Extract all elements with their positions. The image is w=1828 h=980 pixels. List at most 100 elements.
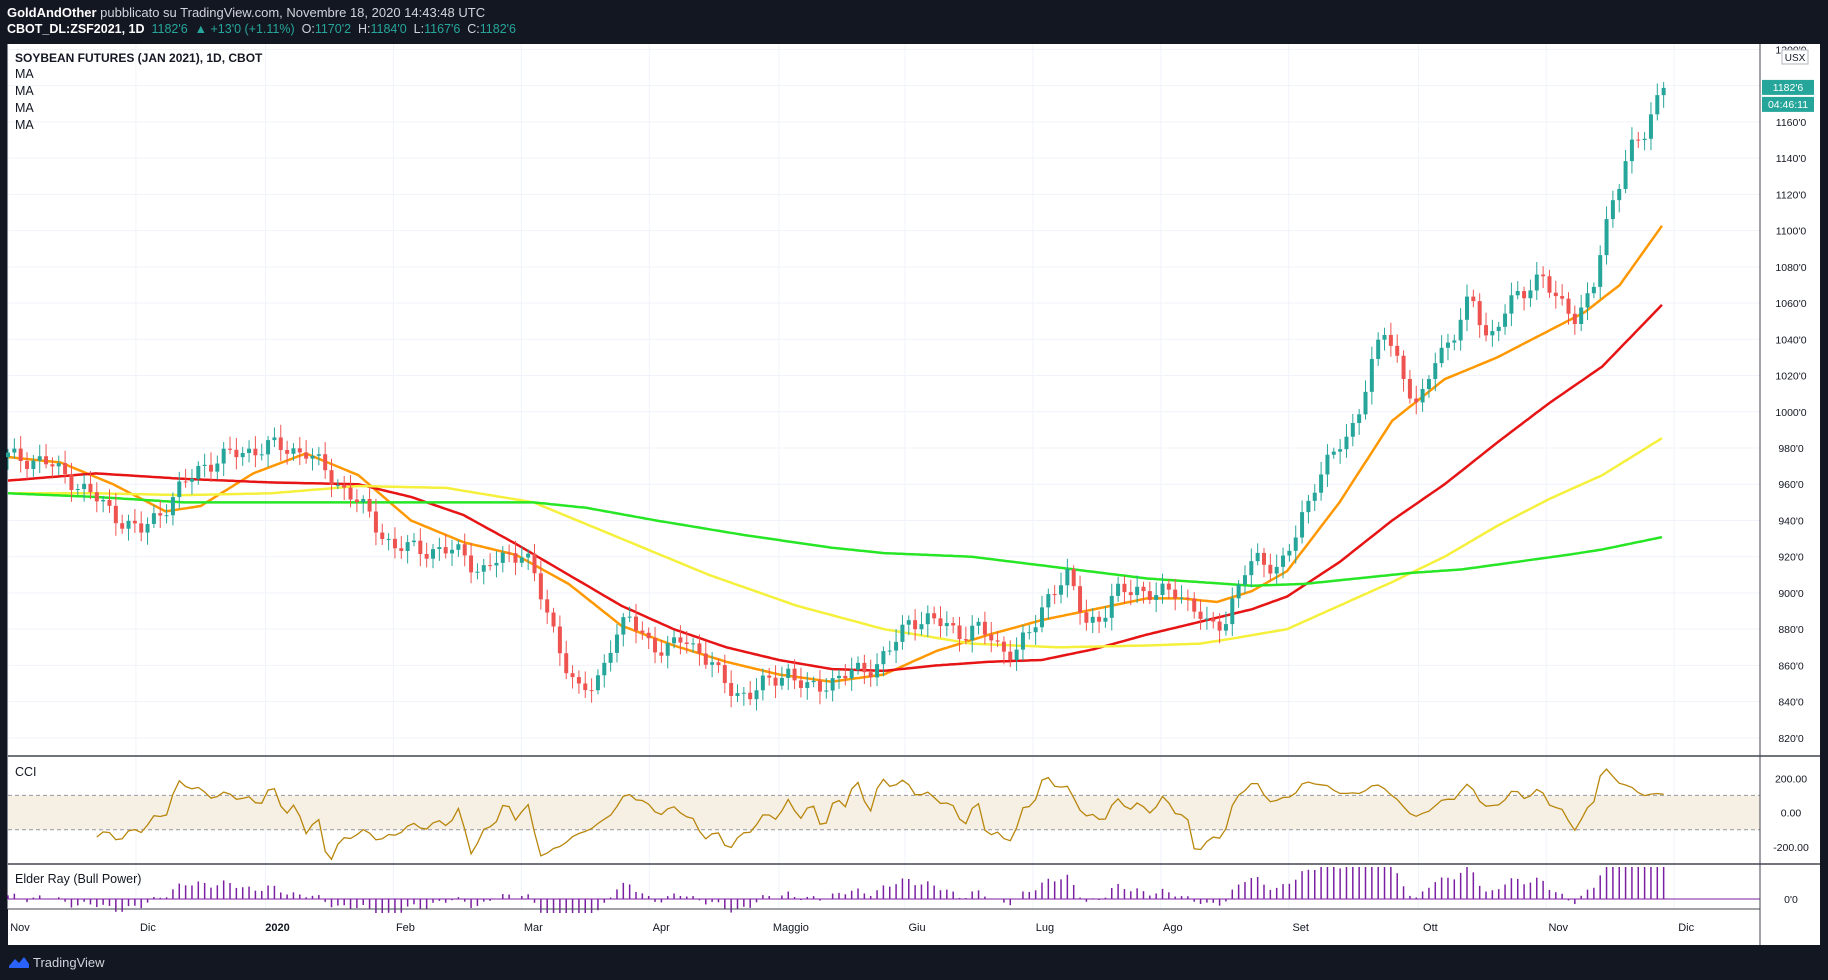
candle-up (779, 677, 784, 686)
candle-up (1629, 139, 1634, 162)
candle-up (1312, 492, 1317, 501)
candle-up (126, 520, 131, 529)
candle-down (1141, 586, 1146, 592)
x-tick-label: Giu (908, 922, 925, 934)
y-tick-label: 840'0 (1778, 697, 1804, 709)
candle-up (754, 690, 759, 700)
ma-legend-2[interactable]: MA (15, 84, 34, 98)
ma-legend-4[interactable]: MA (15, 118, 34, 132)
candle-up (900, 624, 905, 642)
symbol-label: CBOT_DL:ZSF2021, 1D (7, 22, 145, 36)
brand-name[interactable]: TradingView (33, 955, 105, 970)
candle-up (856, 662, 861, 670)
candle-down (107, 500, 112, 506)
last-price-marker[interactable] (1762, 79, 1814, 95)
candle-up (1490, 331, 1495, 336)
tradingview-logo-icon[interactable] (8, 954, 30, 970)
candle-up (1376, 339, 1381, 359)
cci-line[interactable] (96, 768, 1664, 861)
currency-badge[interactable] (1781, 49, 1809, 65)
candle-down (963, 639, 968, 641)
candle-up (170, 497, 175, 516)
candle-up (437, 547, 442, 550)
candle-up (1179, 597, 1184, 599)
candle-up (1255, 552, 1260, 562)
candle-down (94, 492, 99, 502)
candle-down (513, 553, 518, 563)
candle-down (1553, 292, 1558, 297)
cci-band (8, 795, 1760, 830)
candle-up (614, 634, 619, 653)
candle-up (272, 437, 277, 441)
candle-down (1122, 583, 1127, 593)
candle-up (247, 448, 252, 453)
candle-down (507, 552, 512, 554)
publish-info: pubblicato su TradingView.com, Novembre … (100, 5, 486, 20)
x-tick-label: Mar (524, 922, 543, 934)
candle-up (1445, 342, 1450, 348)
x-tick-label: Ago (1163, 922, 1183, 934)
candle-up (151, 513, 156, 524)
candle-down (1128, 592, 1133, 596)
candle-down (113, 505, 118, 524)
candle-up (1319, 474, 1324, 493)
candle-down (570, 673, 575, 678)
candle-up (1610, 200, 1615, 220)
candle-down (1414, 398, 1419, 403)
candle-down (304, 452, 309, 459)
candle-down (373, 511, 378, 533)
candle-up (1242, 575, 1247, 585)
moving-average-line-3[interactable] (8, 437, 1663, 649)
price-chart[interactable]: 1200'01180'01160'01140'01120'01100'01080… (0, 44, 1828, 945)
candle-down (1572, 313, 1577, 325)
candle-up (1046, 594, 1051, 608)
low-label: L: (413, 22, 425, 36)
candle-down (557, 626, 562, 654)
candle-up (164, 515, 169, 517)
candle-up (1585, 293, 1590, 308)
candle-down (995, 640, 1000, 642)
last-price-label: 1182'6 (1773, 82, 1804, 94)
y-tick-label: 900'0 (1778, 588, 1804, 600)
candle-down (418, 540, 423, 555)
price-change: ▲ +13'0 (+1.11%) (194, 22, 295, 36)
x-tick-label: Apr (653, 922, 670, 934)
moving-average-line-2[interactable] (7, 304, 1663, 673)
candle-down (767, 675, 772, 678)
ma-legend-3[interactable]: MA (15, 101, 34, 115)
ma-legend-1[interactable]: MA (15, 67, 34, 81)
candle-down (653, 638, 658, 653)
moving-average-line-1[interactable] (7, 225, 1663, 683)
candle-up (919, 624, 924, 630)
candle-up (1027, 632, 1032, 634)
candle-up (1604, 219, 1609, 256)
candle-down (957, 625, 962, 640)
candle-down (1636, 139, 1641, 141)
candle-up (1655, 95, 1660, 115)
candle-up (1509, 295, 1514, 314)
x-tick-label: Ott (1423, 922, 1438, 934)
moving-average-line-4[interactable] (7, 492, 1663, 587)
x-tick-label: Dic (1678, 922, 1694, 934)
candle-down (1008, 651, 1013, 661)
candle-down (399, 548, 404, 552)
author-name[interactable]: GoldAndOther (7, 5, 97, 20)
bull-power-label[interactable]: Elder Ray (Bull Power) (15, 872, 141, 886)
candle-down (63, 463, 68, 475)
y-tick-label: 880'0 (1778, 624, 1804, 636)
candle-up (1642, 138, 1647, 141)
candle-up (1464, 296, 1469, 320)
candle-up (849, 669, 854, 679)
candle-up (215, 463, 220, 472)
candle-up (1648, 114, 1653, 139)
candle-up (627, 616, 632, 618)
candle-down (1084, 612, 1089, 623)
candle-up (786, 668, 791, 678)
candle-up (240, 452, 245, 458)
candle-down (1001, 641, 1006, 652)
cci-label[interactable]: CCI (15, 765, 37, 779)
candle-up (944, 623, 949, 627)
candle-up (361, 498, 366, 503)
high-label: H: (357, 22, 371, 36)
candle-down (354, 499, 359, 503)
